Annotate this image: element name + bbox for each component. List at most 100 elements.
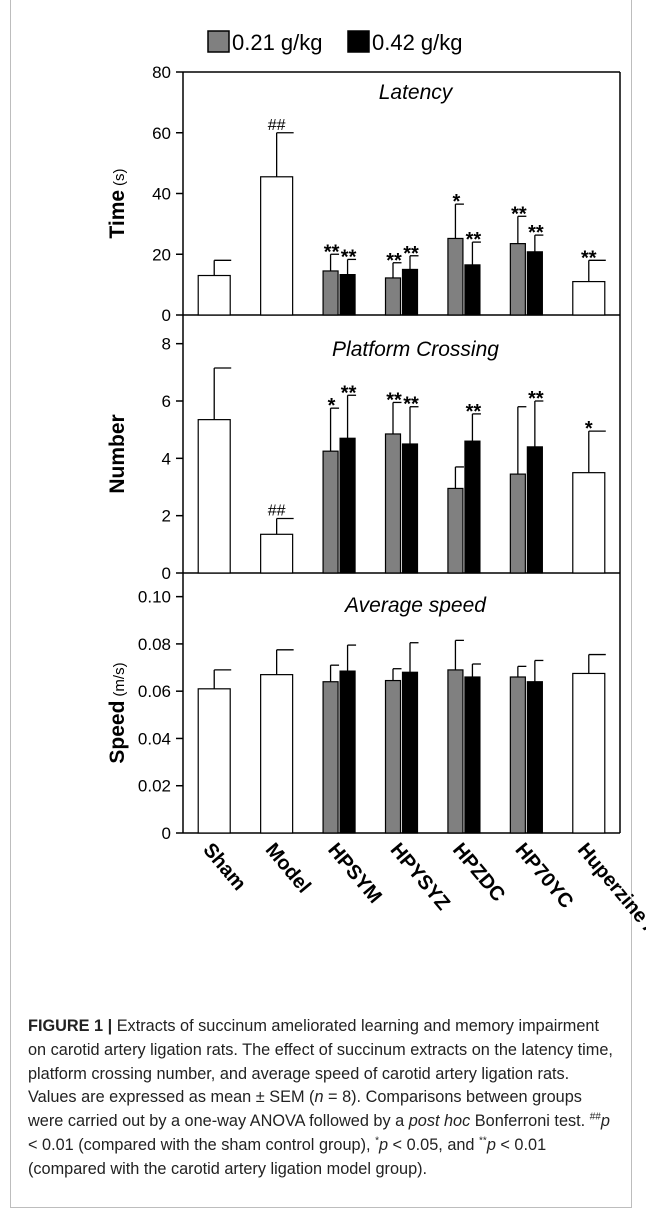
bar-hpsym-low	[322, 270, 339, 316]
significance-marker: **	[386, 250, 402, 272]
bar-hpsym-high	[339, 670, 356, 834]
category-label: HPYSYZ	[386, 839, 454, 914]
legend-swatch-low-dose	[207, 30, 230, 53]
panel-title: Average speed	[343, 594, 487, 617]
figure-caption: FIGURE 1 | Extracts of succinum ameliora…	[28, 1015, 618, 1182]
bar-sham	[197, 274, 231, 316]
bar-hpysyz-high	[401, 671, 419, 834]
bar-hpzdc-high	[464, 264, 481, 316]
category-label: HPZDC	[448, 839, 509, 906]
significance-marker: **	[386, 389, 402, 411]
y-axis-label-text: Speed	[106, 701, 129, 764]
legend-label: 0.21 g/kg	[232, 30, 323, 55]
caption-n-variable: n	[314, 1088, 324, 1107]
bar-hpysyz-high	[401, 443, 419, 574]
bar-hpzdc-high	[464, 676, 481, 834]
significance-marker: ##	[268, 503, 286, 520]
bar-hpsym-low	[322, 450, 339, 574]
caption-label: FIGURE 1 |	[28, 1017, 113, 1035]
significance-marker: **	[581, 247, 597, 269]
bar-hpzdc-low	[447, 487, 464, 574]
y-tick-label: 2	[162, 507, 171, 526]
y-axis-unit: (s)	[111, 168, 128, 186]
bar-chart: 0.21 g/kg 0.42 g/kg020406080LatencyTime(s…	[106, 30, 646, 942]
y-axis-unit: (m/s)	[111, 662, 128, 696]
bar-hp70yc-low	[509, 243, 526, 316]
y-tick-label: 0	[162, 824, 171, 843]
significance-marker: ##	[268, 117, 286, 134]
caption-text-2: = 8). Comparisons between groups were ca…	[28, 1088, 582, 1131]
significance-marker: **	[403, 394, 419, 416]
caption-post-hoc: post hoc	[408, 1112, 471, 1131]
y-axis-label: Speed (m/s)	[106, 662, 129, 763]
bar-huperzine-a	[572, 672, 606, 834]
y-tick-label: 0.06	[138, 682, 171, 701]
panel-title: Latency	[379, 81, 454, 104]
y-tick-label: 0.10	[138, 588, 171, 607]
bar-hpzdc-high	[464, 440, 481, 574]
category-label: Model	[261, 839, 315, 897]
y-tick-label: 8	[162, 335, 171, 354]
caption-sup-star: *	[375, 1135, 379, 1147]
y-axis-label: Number	[106, 414, 129, 493]
bar-huperzine-a	[572, 280, 606, 316]
significance-marker: **	[466, 229, 482, 251]
bar-hpzdc-low	[447, 669, 464, 834]
figure-frame	[10, 0, 632, 1208]
bar-hpsym-high	[339, 437, 356, 574]
y-tick-label: 80	[152, 63, 171, 82]
category-label: HP70YC	[511, 839, 578, 913]
caption-text-1: Extracts of succinum ameliorated learnin…	[28, 1017, 613, 1107]
legend-label: 0.42 g/kg	[372, 30, 463, 55]
significance-marker: **	[466, 401, 482, 423]
category-label: Huperzine A	[573, 839, 646, 942]
significance-marker: *	[328, 395, 336, 417]
caption-text-4: < 0.01 (compared with the sham control g…	[28, 1135, 376, 1154]
bar-sham	[197, 419, 231, 574]
y-tick-label: 6	[162, 392, 171, 411]
bar-model	[260, 533, 294, 574]
caption-sup-hash: ##	[589, 1111, 601, 1123]
bar-hpysyz-high	[401, 268, 419, 316]
bar-hp70yc-high	[526, 681, 543, 834]
bar-hpysyz-low	[384, 679, 402, 834]
legend-swatch-high-dose	[347, 30, 370, 53]
y-axis-label-text: Number	[106, 414, 129, 493]
y-axis-label-text: Time	[106, 190, 129, 239]
category-label: HPSYM	[323, 839, 386, 908]
bar-hpysyz-low	[384, 277, 402, 316]
caption-sup-double-star: **	[479, 1135, 487, 1147]
caption-p-variable: p	[486, 1135, 496, 1154]
category-label: Sham	[198, 839, 250, 895]
significance-marker: **	[341, 246, 357, 268]
caption-text-5: < 0.05, and	[388, 1135, 480, 1154]
significance-marker: *	[453, 191, 461, 213]
significance-marker: **	[528, 388, 544, 410]
bar-sham	[197, 688, 231, 834]
y-tick-label: 20	[152, 245, 171, 264]
caption-p-variable: p	[600, 1112, 610, 1131]
y-tick-label: 40	[152, 185, 171, 204]
y-axis-label: Time (s)	[106, 168, 129, 238]
bar-hpzdc-low	[447, 237, 464, 316]
bar-hp70yc-low	[509, 676, 526, 834]
significance-marker: **	[528, 222, 544, 244]
y-tick-label: 0.08	[138, 635, 171, 654]
y-tick-label: 0	[162, 306, 171, 325]
significance-marker: **	[403, 243, 419, 265]
caption-text-6: < 0.01 (compared with the carotid artery…	[28, 1135, 547, 1178]
y-tick-label: 0.04	[138, 729, 171, 748]
bar-model	[260, 176, 294, 316]
panel-title: Platform Crossing	[332, 338, 499, 361]
caption-p-variable: p	[378, 1135, 389, 1154]
y-tick-label: 0.02	[138, 777, 171, 796]
bar-hp70yc-high	[526, 251, 543, 316]
bar-model	[260, 674, 294, 834]
bar-hpsym-low	[322, 681, 339, 834]
y-tick-label: 60	[152, 124, 171, 143]
bar-hpysyz-low	[384, 433, 402, 574]
bar-hpsym-high	[339, 274, 356, 316]
caption-text-3: Bonferroni test.	[470, 1112, 590, 1131]
significance-marker: **	[324, 241, 340, 263]
bar-hp70yc-low	[509, 473, 526, 574]
